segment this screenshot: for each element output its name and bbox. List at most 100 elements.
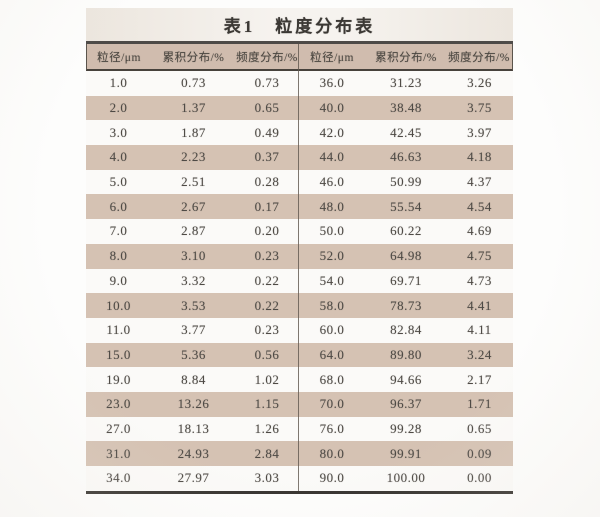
cell-frequency-left: 1.15 [254, 396, 280, 412]
cell-cumulative-right: 50.99 [390, 174, 422, 190]
cell-frequency-right: 4.54 [467, 198, 492, 214]
cell-cumulative-left: 2.67 [181, 198, 206, 214]
cell-cumulative-left: 1.87 [181, 124, 206, 140]
cell-diameter-left: 11.0 [106, 322, 131, 338]
cell-cumulative-left: 3.77 [181, 322, 206, 338]
cell-frequency-left: 0.22 [254, 272, 280, 288]
cell-diameter-right: 54.0 [319, 272, 345, 288]
cell-diameter-left: 9.0 [109, 272, 128, 288]
cell-cumulative-left: 3.32 [181, 272, 206, 288]
cell-cumulative-right: 64.98 [390, 248, 422, 264]
table-row: 10.0 3.53 0.22 58.0 78.73 4.41 [86, 293, 513, 318]
cell-frequency-right: 2.17 [467, 371, 492, 387]
cell-frequency-left: 0.65 [254, 100, 280, 116]
cell-cumulative-right: 82.84 [390, 322, 422, 338]
table-row: 2.0 1.37 0.65 40.0 38.48 3.75 [86, 95, 513, 121]
cell-frequency-right: 3.75 [467, 100, 492, 116]
cell-frequency-left: 0.17 [254, 198, 280, 214]
cell-frequency-right: 3.26 [467, 75, 492, 91]
cell-cumulative-right: 60.22 [390, 223, 422, 239]
cell-diameter-left: 10.0 [106, 297, 131, 313]
cell-cumulative-right: 94.66 [390, 371, 422, 387]
cell-frequency-left: 0.22 [254, 297, 280, 313]
table-row: 27.0 18.13 1.26 76.0 99.28 0.65 [86, 416, 513, 442]
cell-frequency-right: 0.09 [467, 445, 492, 461]
cell-diameter-right: 40.0 [319, 100, 345, 116]
table-row: 4.0 2.23 0.37 44.0 46.63 4.18 [86, 145, 513, 170]
header-frequency-right: 频度分布/% [448, 51, 510, 64]
cell-cumulative-left: 18.13 [177, 420, 210, 436]
cell-cumulative-left: 3.10 [181, 248, 206, 264]
cell-frequency-right: 4.37 [467, 174, 492, 190]
cell-frequency-left: 0.56 [254, 346, 280, 362]
cell-cumulative-left: 8.84 [181, 371, 206, 387]
cell-cumulative-right: 55.54 [390, 198, 422, 214]
table-row: 8.0 3.10 0.23 52.0 64.98 4.75 [86, 243, 513, 269]
cell-frequency-left: 2.84 [254, 445, 280, 461]
title-divider-rule [86, 41, 513, 44]
table-body: 1.0 0.73 0.73 36.0 31.23 3.26 2.0 1.37 0… [86, 71, 513, 494]
table-row: 7.0 2.87 0.20 50.0 60.22 4.69 [86, 219, 513, 244]
table-row: 34.0 27.97 3.03 90.0 100.00 0.00 [86, 466, 513, 491]
cell-frequency-left: 0.49 [254, 124, 280, 140]
cell-cumulative-right: 46.63 [390, 149, 422, 165]
cell-cumulative-right: 89.80 [390, 346, 422, 362]
header-diameter-right: 粒径/μm [310, 51, 354, 64]
cell-diameter-right: 52.0 [319, 248, 345, 264]
cell-cumulative-left: 24.93 [177, 445, 210, 461]
cell-diameter-right: 36.0 [319, 75, 345, 91]
cell-cumulative-right: 100.00 [386, 470, 426, 486]
cell-diameter-right: 76.0 [319, 420, 345, 436]
cell-cumulative-left: 5.36 [181, 346, 206, 362]
cell-cumulative-left: 27.97 [177, 470, 210, 486]
cell-frequency-right: 4.41 [467, 297, 492, 313]
table-row: 5.0 2.51 0.28 46.0 50.99 4.37 [86, 169, 513, 195]
cell-diameter-right: 80.0 [319, 445, 345, 461]
cell-diameter-left: 3.0 [109, 124, 128, 140]
header-cumulative-right: 累积分布/% [375, 51, 437, 64]
cell-cumulative-left: 2.23 [181, 149, 206, 165]
table-row: 1.0 0.73 0.73 36.0 31.23 3.26 [86, 71, 513, 96]
cell-cumulative-right: 96.37 [390, 396, 422, 412]
cell-frequency-left: 0.20 [254, 223, 280, 239]
cell-frequency-left: 1.26 [254, 420, 280, 436]
cell-cumulative-right: 31.23 [390, 75, 422, 91]
table-row: 31.0 24.93 2.84 80.0 99.91 0.09 [86, 441, 513, 466]
cell-diameter-right: 60.0 [319, 322, 345, 338]
cell-diameter-right: 46.0 [319, 174, 345, 190]
cell-cumulative-right: 69.71 [390, 272, 422, 288]
cell-frequency-right: 4.11 [467, 322, 492, 338]
cell-frequency-left: 3.03 [254, 470, 280, 486]
table-row: 6.0 2.67 0.17 48.0 55.54 4.54 [86, 194, 513, 220]
table-title: 表1 粒度分布表 [86, 8, 513, 41]
cell-frequency-left: 1.02 [254, 371, 280, 387]
cell-frequency-right: 0.65 [467, 420, 492, 436]
cell-diameter-right: 44.0 [319, 149, 345, 165]
cell-diameter-left: 15.0 [106, 346, 131, 362]
center-divider-line [298, 44, 299, 491]
cell-cumulative-right: 99.91 [390, 445, 422, 461]
cell-diameter-right: 64.0 [319, 346, 345, 362]
cell-cumulative-right: 99.28 [390, 420, 422, 436]
cell-frequency-right: 4.18 [467, 149, 492, 165]
table-row: 11.0 3.77 0.23 60.0 82.84 4.11 [86, 317, 513, 343]
cell-diameter-right: 70.0 [319, 396, 345, 412]
cell-diameter-left: 27.0 [106, 420, 131, 436]
cell-cumulative-left: 2.51 [181, 174, 206, 190]
cell-diameter-left: 8.0 [109, 248, 128, 264]
cell-frequency-right: 0.00 [467, 470, 492, 486]
cell-frequency-right: 3.97 [467, 124, 492, 140]
cell-diameter-left: 1.0 [109, 75, 128, 91]
cell-diameter-right: 68.0 [319, 371, 345, 387]
cell-cumulative-right: 42.45 [390, 124, 422, 140]
header-diameter-left: 粒径/μm [97, 51, 141, 64]
cell-cumulative-right: 38.48 [390, 100, 422, 116]
cell-frequency-left: 0.37 [254, 149, 280, 165]
cell-frequency-right: 1.71 [467, 396, 492, 412]
cell-diameter-left: 34.0 [106, 470, 131, 486]
table-row: 15.0 5.36 0.56 64.0 89.80 3.24 [86, 342, 513, 368]
cell-cumulative-left: 13.26 [177, 396, 210, 412]
cell-diameter-left: 4.0 [109, 149, 128, 165]
cell-cumulative-left: 0.73 [181, 75, 206, 91]
